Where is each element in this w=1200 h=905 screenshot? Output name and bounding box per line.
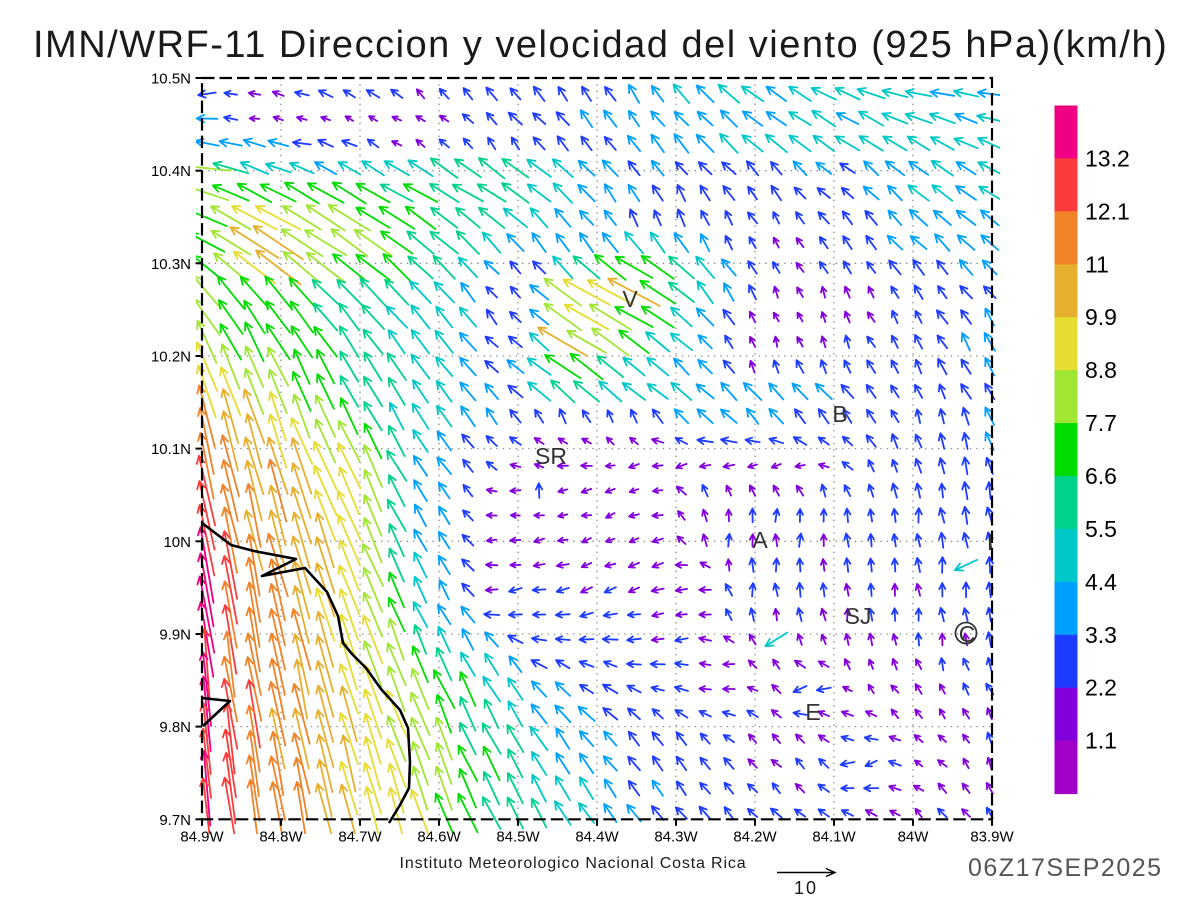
svg-text:10.5N: 10.5N — [151, 71, 191, 88]
svg-text:84W: 84W — [898, 828, 930, 845]
svg-text:84.4W: 84.4W — [575, 828, 619, 845]
svg-text:84.1W: 84.1W — [812, 828, 856, 845]
svg-text:9.8N: 9.8N — [159, 719, 191, 736]
svg-text:7.7: 7.7 — [1085, 410, 1117, 436]
svg-text:11: 11 — [1085, 251, 1109, 277]
svg-text:SR: SR — [535, 443, 567, 469]
svg-text:83.9W: 83.9W — [970, 828, 1014, 845]
svg-text:6.6: 6.6 — [1085, 463, 1117, 489]
svg-text:9.9: 9.9 — [1085, 304, 1117, 330]
svg-text:IMN/WRF-11 Direccion y velocid: IMN/WRF-11 Direccion y velocidad del vie… — [33, 24, 1168, 66]
svg-text:SJ: SJ — [845, 603, 872, 629]
svg-text:B: B — [832, 401, 847, 427]
svg-text:12.1: 12.1 — [1085, 198, 1130, 224]
svg-text:84.2W: 84.2W — [733, 828, 777, 845]
svg-text:A: A — [752, 527, 768, 553]
svg-text:13.2: 13.2 — [1085, 145, 1130, 171]
svg-text:06Z17SEP2025: 06Z17SEP2025 — [968, 854, 1163, 882]
svg-text:8.8: 8.8 — [1085, 357, 1117, 383]
svg-text:84.9W: 84.9W — [180, 828, 224, 845]
svg-text:3.3: 3.3 — [1085, 622, 1117, 648]
svg-text:84.3W: 84.3W — [654, 828, 698, 845]
svg-text:84.8W: 84.8W — [259, 828, 303, 845]
svg-text:10N: 10N — [163, 534, 191, 551]
svg-text:Instituto Meteorologico Nacion: Instituto Meteorologico Nacional Costa R… — [400, 855, 747, 872]
svg-text:2.2: 2.2 — [1085, 675, 1117, 701]
svg-text:1.1: 1.1 — [1085, 728, 1117, 754]
svg-text:10.4N: 10.4N — [151, 163, 191, 180]
svg-text:10.2N: 10.2N — [151, 349, 191, 366]
svg-text:V: V — [622, 286, 638, 312]
svg-text:84.7W: 84.7W — [338, 828, 382, 845]
svg-text:9.9N: 9.9N — [159, 627, 191, 644]
svg-text:10.1N: 10.1N — [151, 441, 191, 458]
svg-text:10: 10 — [794, 878, 818, 898]
svg-text:84.6W: 84.6W — [417, 828, 461, 845]
svg-text:5.5: 5.5 — [1085, 516, 1117, 542]
svg-text:I: I — [987, 529, 993, 555]
svg-text:4.4: 4.4 — [1085, 569, 1117, 595]
svg-text:9.7N: 9.7N — [159, 812, 191, 829]
svg-text:C: C — [959, 621, 976, 647]
svg-text:E: E — [805, 699, 820, 725]
svg-text:84.5W: 84.5W — [496, 828, 540, 845]
svg-text:10.3N: 10.3N — [151, 256, 191, 273]
